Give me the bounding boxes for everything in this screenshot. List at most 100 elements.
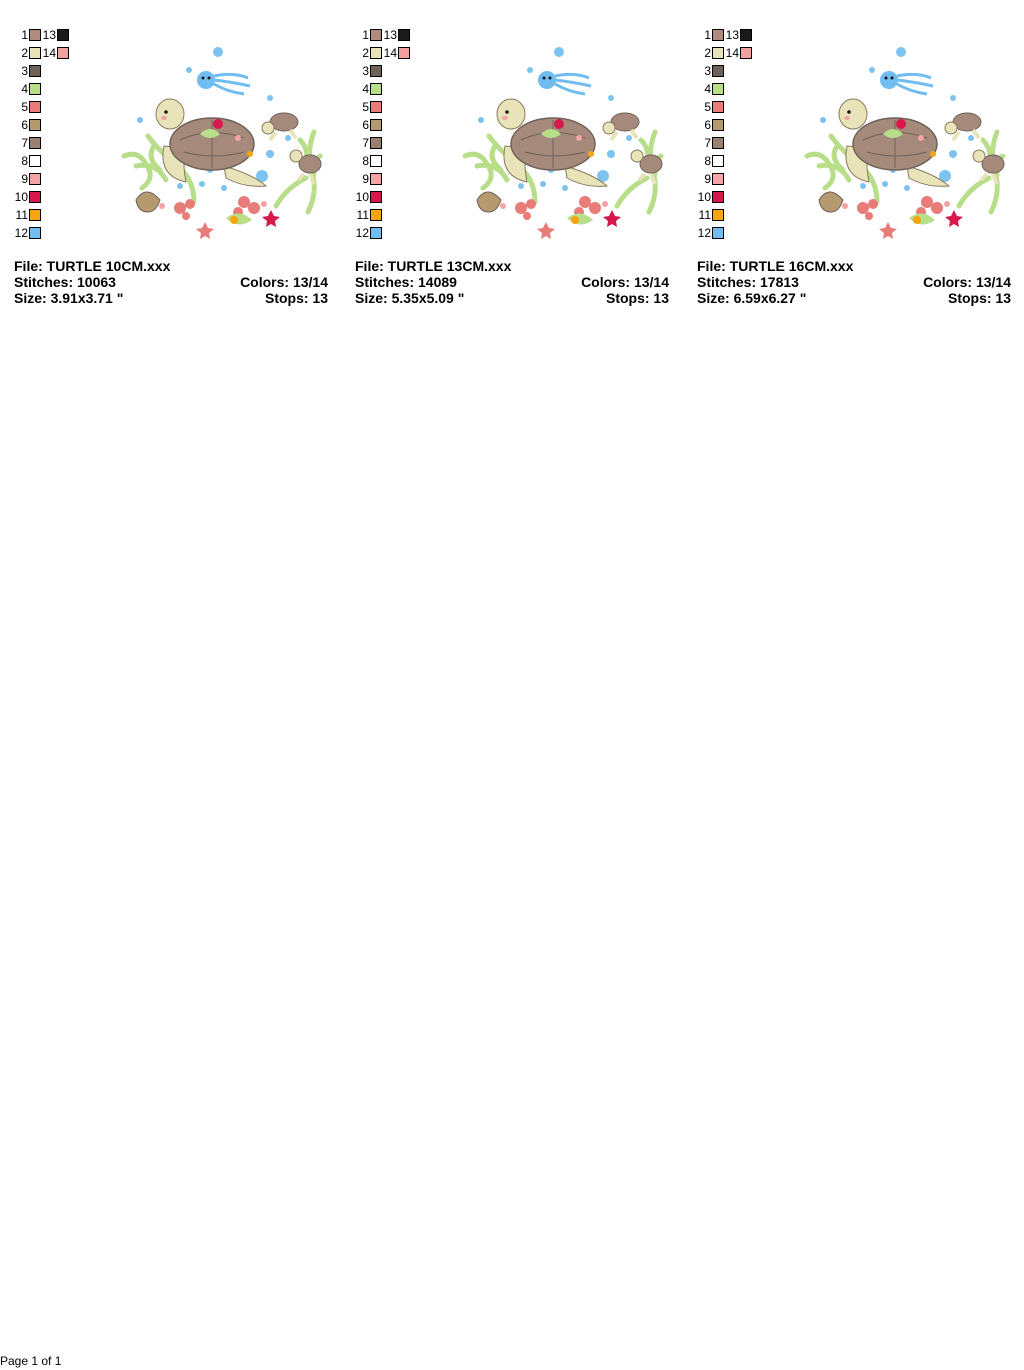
legend-number: 7 [362,135,369,150]
color-swatch [712,173,724,185]
legend-entry: 13 [383,26,410,44]
legend-entry: 7 [697,134,724,152]
design-card: 1 2 3 4 5 6 7 8 9 10 11 12 13 14 [14,0,344,320]
design-card: 1 2 3 4 5 6 7 8 9 10 11 12 13 14 [697,0,1024,320]
legend-entry: 2 [355,44,382,62]
design-card: 1 2 3 4 5 6 7 8 9 10 11 12 13 14 [355,0,685,320]
legend-number: 2 [21,45,28,60]
color-swatch [370,191,382,203]
legend-number: 8 [21,153,28,168]
legend-number: 11 [698,207,711,222]
legend-entry: 14 [725,44,752,62]
jellyfish-icon [880,71,934,96]
legend-number: 10 [355,189,369,204]
legend-entry: 10 [14,188,41,206]
legend-entry: 14 [42,44,69,62]
color-swatch [29,101,41,113]
color-swatch [29,65,41,77]
legend-entry: 9 [14,170,41,188]
legend-number: 1 [362,27,369,42]
legend-entry: 4 [355,80,382,98]
color-swatch [370,119,382,131]
legend-entry: 1 [355,26,382,44]
legend-number: 12 [14,225,28,240]
legend-entry: 12 [14,224,41,242]
file-name: File: TURTLE 13CM.xxx [355,258,512,274]
legend-number: 11 [15,207,28,222]
color-swatch [712,227,724,239]
legend-number: 14 [383,45,397,60]
legend-entry: 9 [697,170,724,188]
legend-number: 13 [725,27,739,42]
legend-number: 3 [21,63,28,78]
legend-number: 10 [697,189,711,204]
jellyfish-icon [538,71,592,96]
color-swatch [712,209,724,221]
file-name: File: TURTLE 10CM.xxx [14,258,171,274]
legend-number: 7 [704,135,711,150]
legend-entry: 1 [697,26,724,44]
legend-number: 5 [21,99,28,114]
color-swatch [29,47,41,59]
legend-entry: 4 [14,80,41,98]
legend-number: 13 [383,27,397,42]
color-swatch [712,29,724,41]
stitch-count: Stitches: 17813 [697,274,799,290]
legend-number: 9 [704,171,711,186]
legend-entry: 10 [697,188,724,206]
stop-count: Stops: 13 [605,290,669,306]
color-swatch [370,47,382,59]
stop-count: Stops: 13 [947,290,1011,306]
color-swatch [370,83,382,95]
color-swatch [29,29,41,41]
color-swatch [370,155,382,167]
legend-entry: 1 [14,26,41,44]
legend-entry: 2 [14,44,41,62]
design-size: Size: 3.91x3.71 " [14,290,124,306]
color-swatch [740,47,752,59]
legend-entry: 11 [355,206,382,224]
color-swatch [29,119,41,131]
legend-entry: 9 [355,170,382,188]
color-swatch [712,65,724,77]
color-swatch [370,173,382,185]
legend-entry: 11 [14,206,41,224]
legend-entry: 4 [697,80,724,98]
legend-number: 12 [697,225,711,240]
legend-entry: 13 [725,26,752,44]
legend-entry: 6 [14,116,41,134]
color-swatch [57,47,69,59]
legend-entry: 8 [355,152,382,170]
legend-number: 1 [704,27,711,42]
turtle-embroidery-artwork [462,47,664,239]
turtle-embroidery-artwork [121,47,323,239]
legend-number: 14 [42,45,56,60]
legend-entry: 5 [14,98,41,116]
color-swatch [29,227,41,239]
legend-number: 9 [21,171,28,186]
legend-number: 11 [356,207,369,222]
color-swatch [712,155,724,167]
legend-number: 6 [704,117,711,132]
legend-number: 4 [704,81,711,96]
legend-entry: 3 [355,62,382,80]
color-swatch [712,83,724,95]
legend-number: 9 [362,171,369,186]
legend-number: 2 [362,45,369,60]
legend-entry: 10 [355,188,382,206]
color-swatch [29,155,41,167]
legend-number: 4 [21,81,28,96]
legend-entry: 3 [697,62,724,80]
color-swatch [370,101,382,113]
color-swatch [740,29,752,41]
legend-entry: 5 [355,98,382,116]
legend-entry: 5 [697,98,724,116]
legend-number: 8 [704,153,711,168]
legend-number: 1 [21,27,28,42]
legend-entry: 14 [383,44,410,62]
color-swatch [29,137,41,149]
color-count: Colors: 13/14 [240,274,328,290]
color-swatch [712,137,724,149]
stitch-count: Stitches: 10063 [14,274,116,290]
legend-entry: 6 [697,116,724,134]
